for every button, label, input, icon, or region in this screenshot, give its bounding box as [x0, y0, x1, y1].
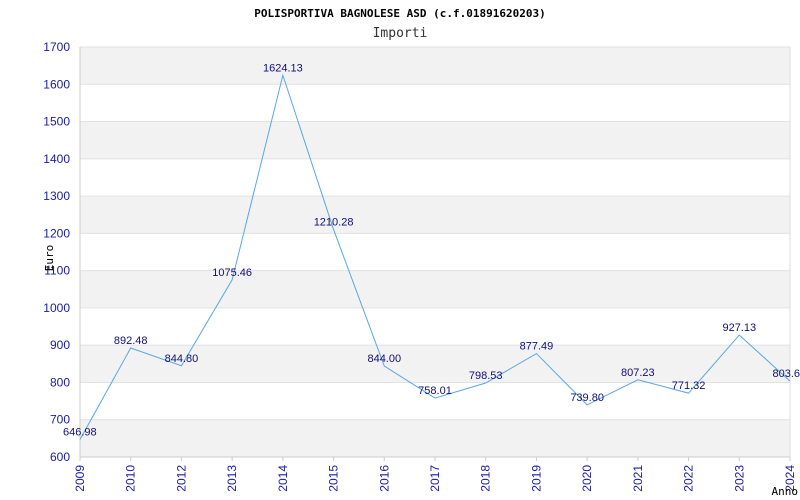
data-label: 739.80 [570, 392, 604, 404]
y-tick-label: 800 [50, 375, 70, 389]
chart-title: POLISPORTIVA BAGNOLESE ASD (c.f.01891620… [254, 7, 545, 20]
data-label: 771.32 [672, 380, 706, 392]
x-tick-label: 2009 [73, 465, 87, 492]
grid-band [80, 270, 790, 308]
x-tick-label: 2016 [377, 465, 391, 492]
chart-subtitle: Importi [373, 26, 428, 41]
series [79, 73, 791, 440]
x-tick-label: 2021 [631, 465, 645, 492]
data-label: 646.98 [63, 426, 97, 438]
y-tick-label: 1600 [43, 77, 70, 91]
x-tick-label: 2022 [682, 465, 696, 492]
data-label: 877.49 [520, 341, 554, 353]
grid-band [80, 419, 790, 457]
x-tick-label: 2019 [529, 465, 543, 492]
data-label: 807.23 [621, 367, 655, 379]
grid-bands [80, 46, 790, 458]
x-tick-label: 2010 [124, 465, 138, 492]
y-tick-label: 1400 [43, 152, 70, 166]
x-tick-label: 2023 [732, 465, 746, 492]
grid-band [80, 47, 790, 85]
y-tick-label: 1300 [43, 189, 70, 203]
y-tick-label: 1700 [43, 40, 70, 54]
grid-band [80, 345, 790, 383]
x-tick-label: 2014 [276, 465, 290, 492]
x-tick-label: 2018 [479, 465, 493, 492]
x-axis-label: Anno [772, 485, 799, 498]
grid-band [80, 196, 790, 234]
data-label: 1210.28 [314, 217, 354, 229]
x-tick-label: 2012 [174, 465, 188, 492]
y-tick-label: 1200 [43, 226, 70, 240]
data-label: 1075.46 [212, 267, 252, 279]
x-tick-labels: 2009 2010 2012 2013 2014 2015 2016 2017 2018 2019… [73, 457, 797, 492]
y-tick-label: 1500 [43, 115, 70, 129]
x-tick-label: 2013 [225, 465, 239, 492]
series-line [79, 73, 791, 440]
data-label: 927.13 [722, 322, 756, 334]
grid-band [80, 121, 790, 159]
data-label: 844.80 [165, 353, 199, 365]
y-tick-label: 1000 [43, 301, 70, 315]
data-labels: 646.98 892.48 844.80 1075.46 1624.13 1210.28 8… [63, 62, 800, 438]
data-label: 803.6 [772, 368, 800, 380]
y-tick-label: 1100 [44, 264, 70, 278]
data-label: 758.01 [418, 385, 452, 397]
x-tick-label: 2017 [428, 465, 442, 492]
x-tick-label: 2015 [327, 465, 341, 492]
y-tick-label: 600 [50, 450, 70, 464]
y-tick-label: 700 [50, 413, 70, 427]
data-label: 892.48 [114, 335, 148, 347]
y-tick-label: 900 [50, 338, 70, 352]
data-label: 798.53 [469, 370, 503, 382]
x-tick-label: 2024 [783, 465, 797, 492]
y-axis-label: Euro [43, 245, 56, 272]
data-label: 844.00 [367, 353, 401, 365]
y-tick-labels: 600 700 800 900 1000 1100 1200 1300 1400 1500 1600… [43, 40, 70, 464]
x-tick-label: 2020 [580, 465, 594, 492]
data-label: 1624.13 [263, 62, 303, 74]
